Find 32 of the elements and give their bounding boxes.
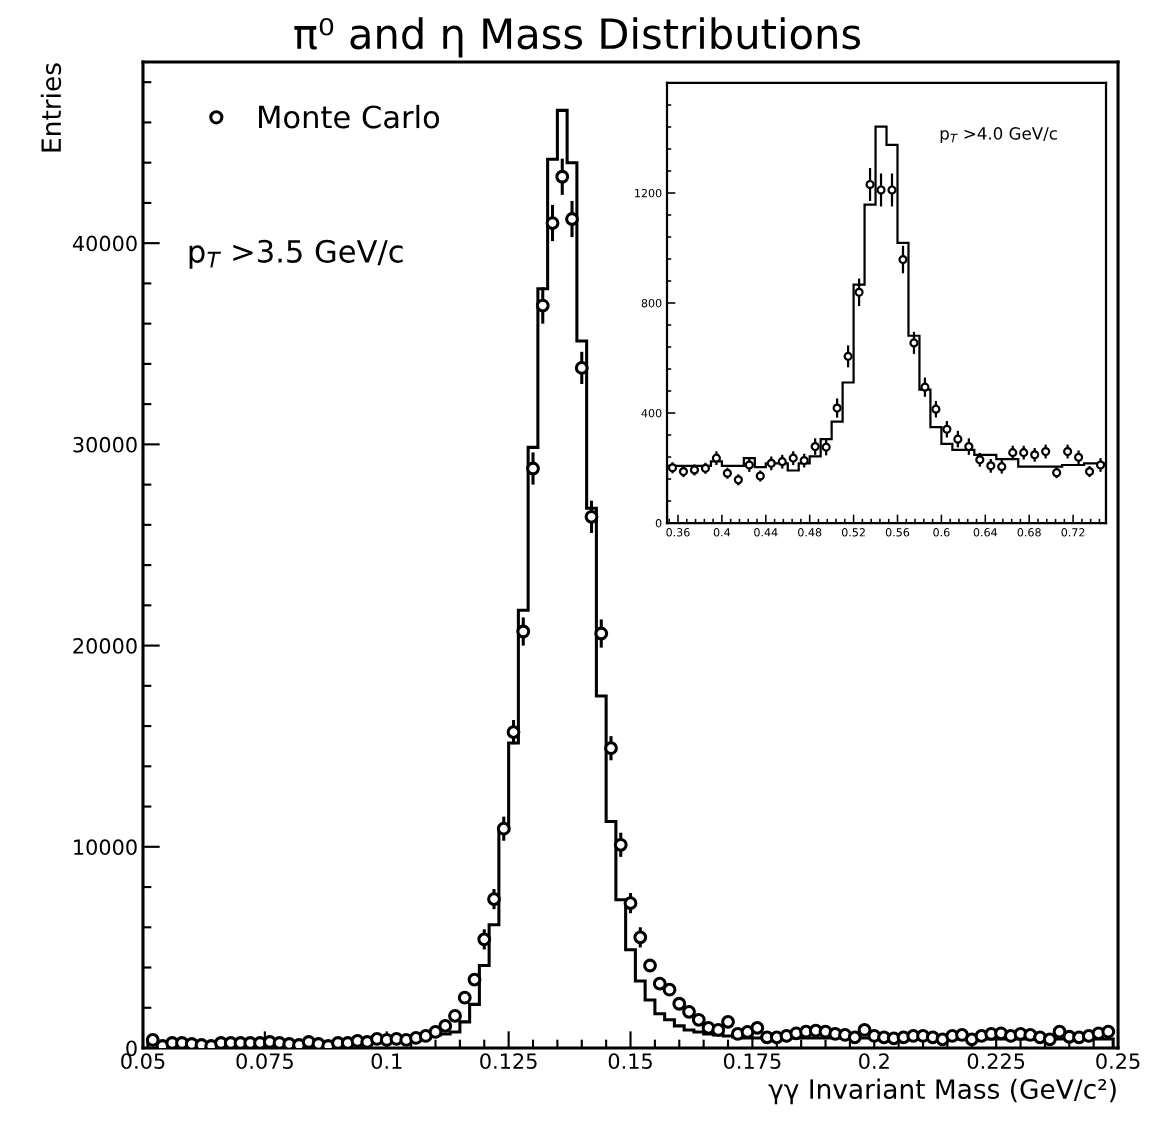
x-tick-label: 0.72 [1061,528,1085,537]
x-tick-label: 0.52 [841,528,865,537]
x-tick-label: 0.15 [608,1053,652,1069]
x-tick-label: 0.48 [798,528,822,537]
x-tick-label: 0.64 [973,528,998,537]
y-tick-label: 10000 [74,839,137,856]
y-tick-label: 800 [641,298,662,308]
x-tick-label: 0.075 [236,1053,293,1069]
x-tick-label: 0.175 [723,1053,781,1069]
legend-label: Monte Carlo [259,104,440,129]
x-tick-label: 0.25 [1096,1053,1140,1069]
chart-title: π⁰ and η Mass Distributions [294,17,861,58]
y-tick-label: 40000 [72,235,137,252]
x-tick-label: 0.4 [713,528,731,537]
x-tick-label: 0.2 [859,1053,889,1069]
y-tick-label: 400 [641,409,662,418]
y-tick-label: 1200 [635,188,662,198]
x-tick-label: 0.56 [885,528,910,537]
x-tick-label: 0.1 [371,1053,402,1069]
x-axis-title: γγ Invariant Mass (GeV/c²) [768,1078,1116,1105]
x-tick-label: 0.36 [666,528,690,537]
y-tick-label: 20000 [73,638,137,654]
x-tick-label: 0.44 [754,528,778,537]
y-tick-label: 30000 [73,436,137,453]
y-axis-title: Entries [40,63,62,152]
annotation: p$_{T}$ >3.5 GeV/c [189,239,403,269]
x-tick-label: 0.125 [480,1053,537,1069]
x-tick-label: 0.68 [1017,528,1041,537]
annotation: p$_{T}$ >4.0 GeV/c [940,127,1057,143]
x-tick-label: 0.225 [967,1053,1025,1069]
y-tick-label: 0 [655,519,662,528]
x-tick-label: 0.6 [933,528,950,537]
